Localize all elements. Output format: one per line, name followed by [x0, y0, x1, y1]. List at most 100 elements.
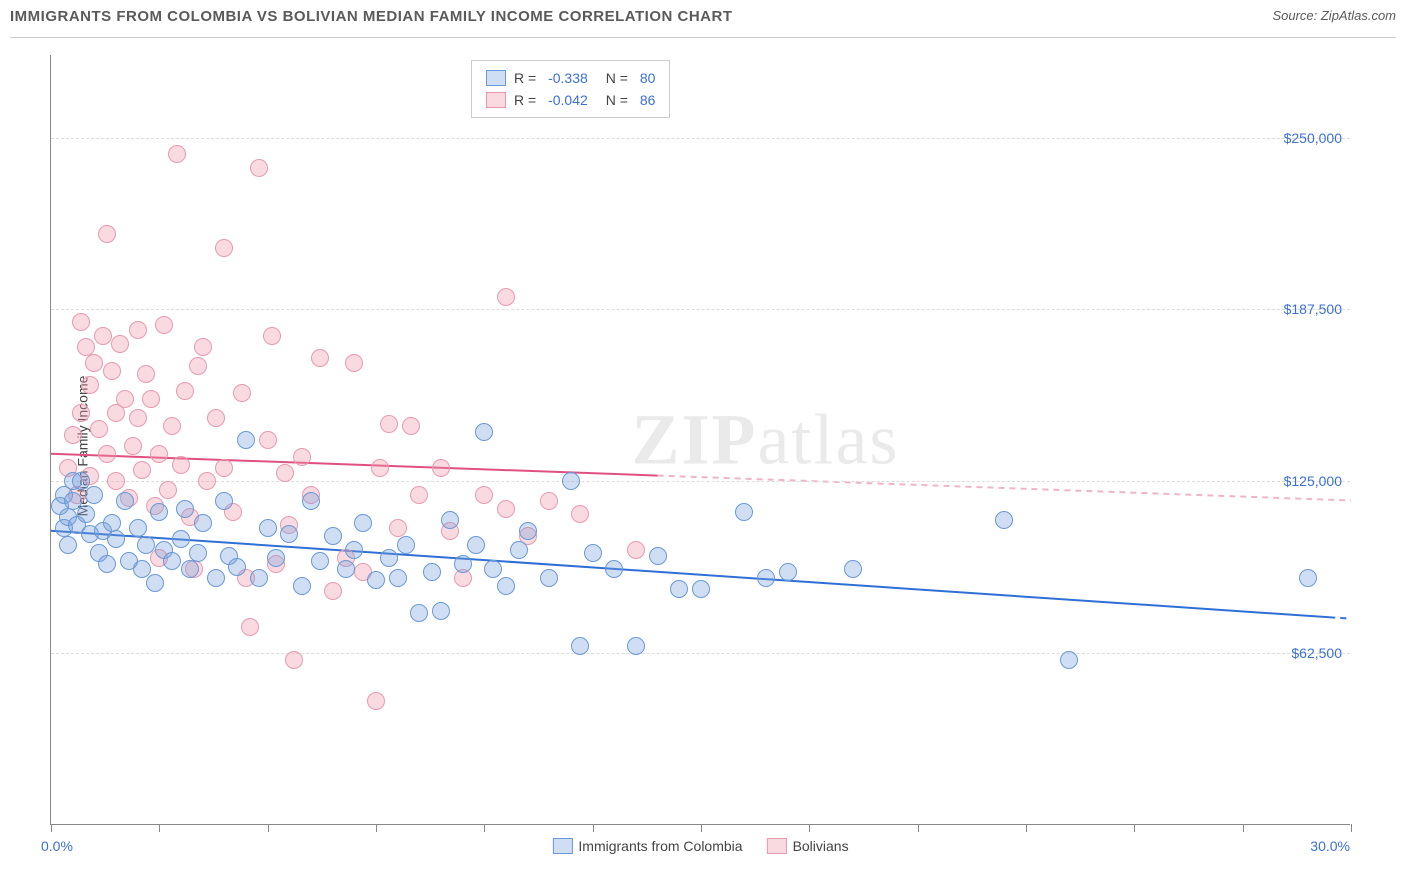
data-point — [757, 569, 775, 587]
data-point — [215, 492, 233, 510]
data-point — [324, 527, 342, 545]
data-point — [172, 530, 190, 548]
n-label: N = — [606, 89, 628, 111]
x-axis-min-label: 0.0% — [41, 838, 73, 854]
x-tick — [1134, 824, 1135, 832]
data-point — [159, 481, 177, 499]
r-label: R = — [514, 67, 536, 89]
data-point — [263, 327, 281, 345]
legend-swatch — [767, 838, 787, 854]
data-point — [285, 651, 303, 669]
data-point — [519, 522, 537, 540]
data-point — [163, 417, 181, 435]
x-tick — [1243, 824, 1244, 832]
data-point — [475, 486, 493, 504]
data-point — [150, 445, 168, 463]
y-tick-label: $187,500 — [1284, 301, 1342, 317]
data-point — [345, 354, 363, 372]
data-point — [198, 472, 216, 490]
data-point — [142, 390, 160, 408]
data-point — [250, 159, 268, 177]
data-point — [779, 563, 797, 581]
data-point — [389, 569, 407, 587]
data-point — [81, 376, 99, 394]
data-point — [397, 536, 415, 554]
data-point — [670, 580, 688, 598]
data-point — [844, 560, 862, 578]
data-point — [267, 549, 285, 567]
x-tick — [1351, 824, 1352, 832]
data-point — [497, 577, 515, 595]
data-point — [194, 514, 212, 532]
data-point — [995, 511, 1013, 529]
data-point — [59, 536, 77, 554]
data-point — [259, 431, 277, 449]
n-value: 80 — [636, 67, 655, 89]
data-point — [137, 365, 155, 383]
x-tick — [376, 824, 377, 832]
data-point — [72, 313, 90, 331]
legend-item: Bolivians — [767, 838, 849, 854]
data-point — [137, 536, 155, 554]
data-point — [484, 560, 502, 578]
x-tick — [701, 824, 702, 832]
data-point — [380, 549, 398, 567]
data-point — [475, 423, 493, 441]
data-point — [467, 536, 485, 554]
data-point — [627, 541, 645, 559]
data-point — [1060, 651, 1078, 669]
data-point — [280, 525, 298, 543]
x-tick — [159, 824, 160, 832]
series-legend: Immigrants from ColombiaBolivians — [552, 838, 848, 854]
data-point — [293, 448, 311, 466]
n-value: 86 — [636, 89, 655, 111]
data-point — [402, 417, 420, 435]
title-bar: IMMIGRANTS FROM COLOMBIA VS BOLIVIAN MED… — [10, 8, 1396, 38]
data-point — [98, 225, 116, 243]
data-point — [276, 464, 294, 482]
data-point — [98, 555, 116, 573]
data-point — [367, 571, 385, 589]
x-tick — [918, 824, 919, 832]
chart-title: IMMIGRANTS FROM COLOMBIA VS BOLIVIAN MED… — [10, 8, 733, 25]
data-point — [85, 486, 103, 504]
x-tick — [593, 824, 594, 832]
y-tick-label: $62,500 — [1291, 645, 1342, 661]
data-point — [181, 560, 199, 578]
watermark-bold: ZIP — [631, 399, 757, 479]
data-point — [380, 415, 398, 433]
data-point — [311, 349, 329, 367]
data-point — [228, 558, 246, 576]
data-point — [233, 384, 251, 402]
gridline — [51, 309, 1350, 310]
n-label: N = — [606, 67, 628, 89]
chart-plot-area: ZIPatlas $62,500$125,000$187,500$250,000… — [50, 55, 1350, 825]
data-point — [571, 637, 589, 655]
data-point — [129, 321, 147, 339]
data-point — [324, 582, 342, 600]
data-point — [194, 338, 212, 356]
data-point — [146, 574, 164, 592]
data-point — [562, 472, 580, 490]
data-point — [64, 426, 82, 444]
data-point — [189, 357, 207, 375]
data-point — [103, 362, 121, 380]
data-point — [77, 338, 95, 356]
data-point — [293, 577, 311, 595]
data-point — [129, 409, 147, 427]
data-point — [584, 544, 602, 562]
data-point — [124, 437, 142, 455]
data-point — [215, 239, 233, 257]
data-point — [207, 409, 225, 427]
gridline — [51, 481, 1350, 482]
y-tick-label: $250,000 — [1284, 130, 1342, 146]
watermark-thin: atlas — [757, 399, 899, 479]
legend-swatch — [552, 838, 572, 854]
data-point — [441, 511, 459, 529]
x-tick — [809, 824, 810, 832]
data-point — [605, 560, 623, 578]
data-point — [98, 445, 116, 463]
data-point — [454, 555, 472, 573]
data-point — [111, 335, 129, 353]
data-point — [497, 500, 515, 518]
